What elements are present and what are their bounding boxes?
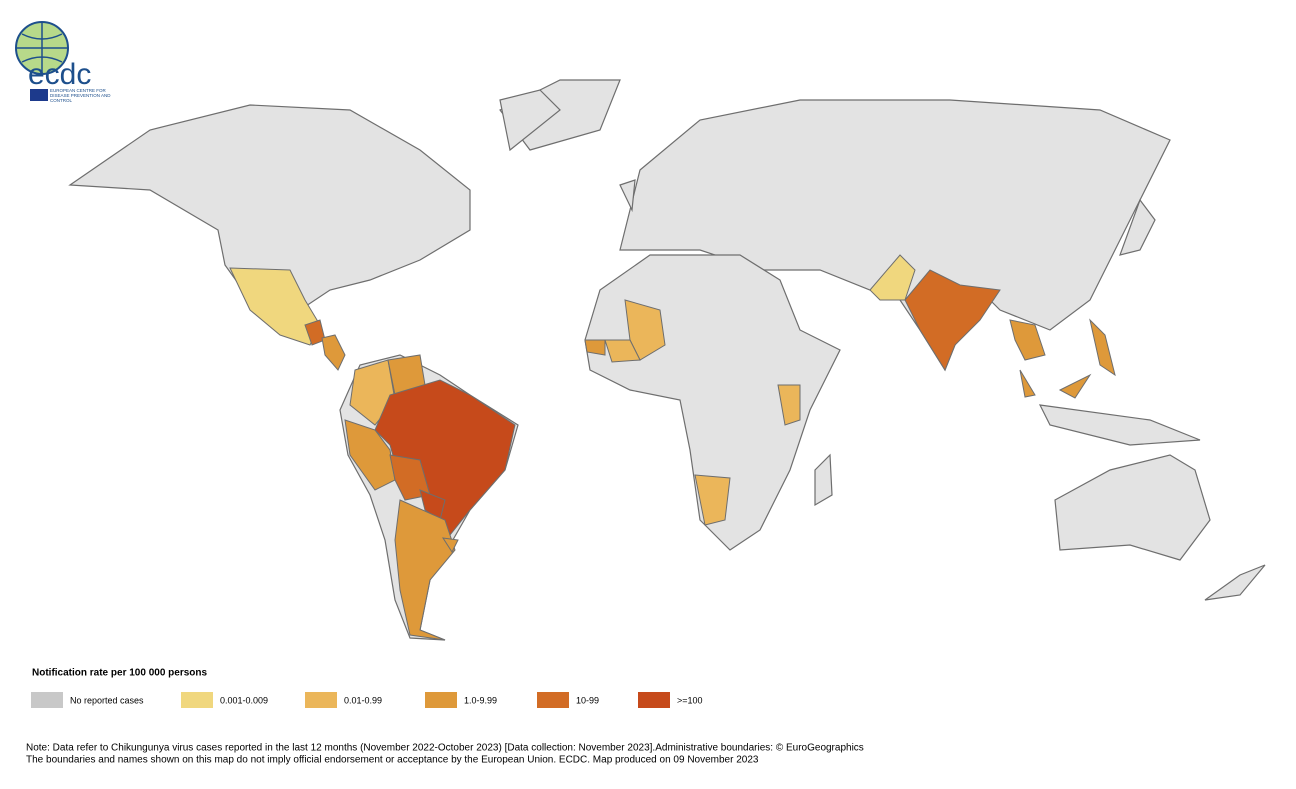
country xyxy=(694,474,731,526)
country xyxy=(1009,319,1046,361)
legend-label: 10-99 xyxy=(576,695,599,705)
legend-swatch xyxy=(537,692,569,708)
logo: ecdc EUROPEAN CENTRE FOR DISEASE PREVENT… xyxy=(15,21,111,103)
note: The boundaries and names shown on this m… xyxy=(26,755,759,766)
legend-swatch xyxy=(181,692,213,708)
country xyxy=(1058,373,1092,399)
country xyxy=(904,269,1001,372)
country xyxy=(441,537,459,554)
country xyxy=(869,254,916,301)
note: Note: Data refer to Chikungunya virus ca… xyxy=(26,743,864,754)
country xyxy=(624,299,666,361)
logo-name: ecdc xyxy=(28,58,91,91)
legend-label: 1.0-9.99 xyxy=(464,695,497,705)
legend-swatch xyxy=(305,692,337,708)
legend-label: 0.001-0.009 xyxy=(220,695,268,705)
legend-swatch xyxy=(425,692,457,708)
country xyxy=(394,499,456,641)
country xyxy=(321,334,346,371)
land xyxy=(68,79,1266,641)
country xyxy=(584,339,606,356)
country xyxy=(1089,318,1116,377)
legend-title: Notification rate per 100 000 persons xyxy=(32,668,208,679)
legend-swatch xyxy=(638,692,670,708)
legend: No reported cases 0.001-0.009 0.01-0.99 1.0… xyxy=(31,692,703,708)
countries xyxy=(229,254,1116,641)
legend-label: 0.01-0.99 xyxy=(344,695,382,705)
logo-agency: EUROPEAN CENTRE FOR DISEASE PREVENTION A… xyxy=(50,88,111,103)
country xyxy=(777,384,801,426)
legend-label: >=100 xyxy=(677,695,703,705)
country xyxy=(1019,369,1036,398)
country xyxy=(389,454,431,501)
legend-swatch xyxy=(31,692,63,708)
legend-label: No reported cases xyxy=(70,695,144,705)
country xyxy=(604,339,641,363)
